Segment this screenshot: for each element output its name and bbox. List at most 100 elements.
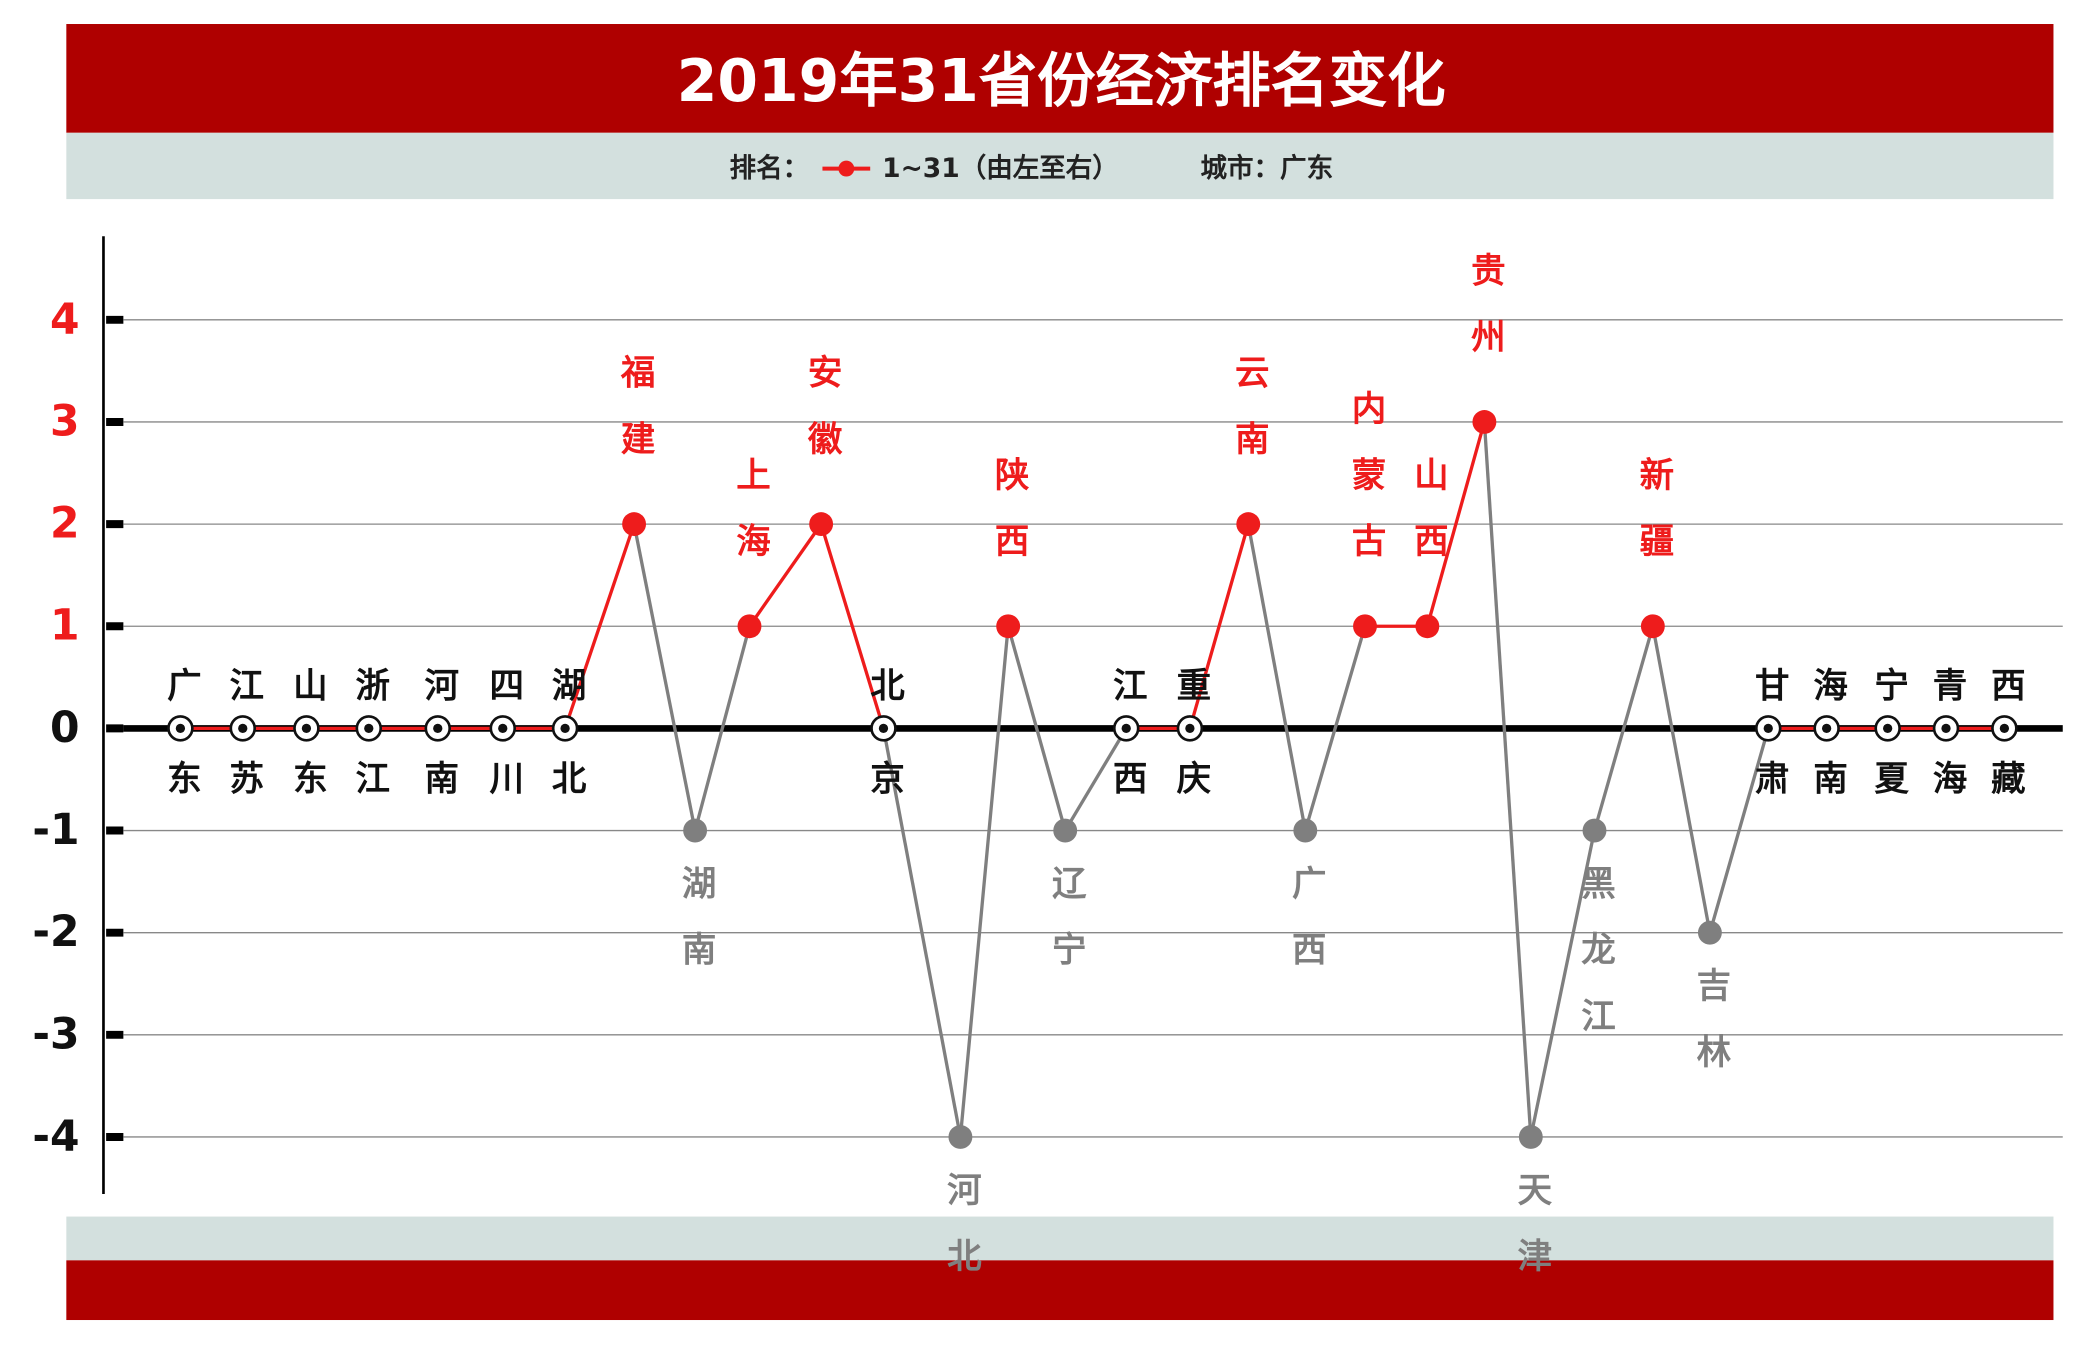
y-tick-label: 0 bbox=[50, 704, 80, 753]
point bbox=[1053, 818, 1078, 843]
point-center bbox=[238, 723, 248, 734]
y-tick-label: 2 bbox=[50, 500, 80, 549]
legend-band bbox=[66, 132, 2054, 200]
point bbox=[737, 614, 762, 639]
line-segment bbox=[1592, 625, 1655, 831]
y-tick-label: -2 bbox=[32, 908, 79, 957]
point-center bbox=[301, 723, 312, 734]
point bbox=[1582, 818, 1607, 843]
line-segment bbox=[693, 625, 752, 831]
point-center bbox=[433, 723, 443, 734]
line-segment bbox=[1651, 625, 1712, 933]
category-label: 安徽 bbox=[801, 354, 843, 487]
category-label: 内蒙古 bbox=[1345, 390, 1385, 589]
point bbox=[948, 1125, 973, 1149]
category-label: 新疆 bbox=[1633, 456, 1674, 589]
line-segment bbox=[1303, 625, 1367, 832]
point bbox=[809, 512, 834, 537]
category-label: 北京 bbox=[863, 667, 904, 853]
point-center bbox=[175, 723, 186, 734]
line-segment bbox=[1006, 625, 1067, 831]
footer-band bbox=[66, 1216, 2054, 1261]
point-center bbox=[1763, 723, 1773, 734]
category-label: 云南 bbox=[1228, 354, 1268, 487]
point-center bbox=[1999, 723, 2010, 734]
point-center bbox=[878, 723, 889, 734]
point-center bbox=[560, 723, 570, 734]
point bbox=[1697, 920, 1722, 945]
category-label: 福建 bbox=[614, 354, 656, 487]
subtitle: 城市：广东 bbox=[1201, 153, 1334, 184]
point-center bbox=[364, 723, 374, 734]
point bbox=[683, 818, 708, 843]
category-label: 四川 bbox=[483, 667, 524, 853]
category-label: 广西 bbox=[1285, 865, 1326, 998]
point-center bbox=[1941, 723, 1951, 734]
line-segment bbox=[1425, 421, 1486, 627]
category-label: 宁夏 bbox=[1868, 667, 1909, 853]
category-label: 浙江 bbox=[349, 667, 390, 853]
category-label: 黑龙江 bbox=[1574, 865, 1615, 1064]
category-label: 青海 bbox=[1926, 667, 1967, 853]
title-band bbox=[66, 24, 2054, 133]
category-label: 广东 bbox=[160, 667, 201, 853]
y-tick-label: 4 bbox=[50, 295, 80, 344]
line-segment bbox=[748, 523, 823, 628]
category-label: 贵州 bbox=[1464, 252, 1505, 385]
y-tick-label: -1 bbox=[32, 806, 79, 855]
point-center bbox=[1185, 723, 1195, 734]
y-tick-label: -4 bbox=[32, 1112, 79, 1161]
line-segment bbox=[1246, 523, 1307, 831]
y-tick-label: 3 bbox=[50, 397, 80, 446]
chart-title: 2019年31省份经济排名变化 bbox=[677, 47, 1446, 115]
category-label: 甘肃 bbox=[1748, 667, 1789, 853]
category-label: 湖南 bbox=[675, 865, 716, 998]
point bbox=[1293, 818, 1318, 843]
category-label: 陕西 bbox=[988, 456, 1028, 589]
category-label: 山东 bbox=[286, 667, 326, 853]
point bbox=[1236, 512, 1261, 537]
category-label: 辽宁 bbox=[1045, 865, 1086, 998]
point-center bbox=[498, 723, 508, 734]
category-label: 海南 bbox=[1807, 667, 1848, 853]
point bbox=[622, 512, 647, 537]
line-segment bbox=[1482, 421, 1533, 1138]
legend-label: 排名： bbox=[730, 153, 810, 184]
line-segment bbox=[1188, 523, 1250, 729]
point-center bbox=[1121, 723, 1131, 734]
point bbox=[996, 614, 1021, 639]
point-center bbox=[1883, 723, 1893, 734]
category-label: 江苏 bbox=[223, 667, 264, 853]
category-label: 吉林 bbox=[1690, 967, 1731, 1100]
line-segment bbox=[881, 728, 963, 1138]
y-tick-label: -3 bbox=[32, 1010, 79, 1059]
legend-entry: 1~31（由左至右） bbox=[882, 153, 1119, 184]
legend-marker bbox=[838, 160, 855, 177]
line-segment bbox=[632, 523, 697, 831]
point bbox=[1415, 614, 1440, 639]
point bbox=[1640, 614, 1665, 639]
line-segment bbox=[1063, 727, 1128, 832]
y-tick-label: 1 bbox=[50, 602, 80, 651]
category-label: 重庆 bbox=[1170, 667, 1211, 853]
footer-band bbox=[66, 1260, 2054, 1321]
category-label: 山西 bbox=[1407, 456, 1447, 589]
line-segment bbox=[819, 523, 886, 729]
category-label: 天津 bbox=[1511, 1171, 1552, 1304]
category-label: 湖北 bbox=[545, 667, 586, 853]
category-label: 河南 bbox=[418, 667, 459, 853]
category-label: 江西 bbox=[1106, 667, 1147, 853]
line-segment bbox=[1529, 830, 1597, 1138]
point-center bbox=[1821, 723, 1832, 734]
point bbox=[1518, 1125, 1543, 1149]
category-label: 上海 bbox=[729, 456, 770, 589]
category-label: 西藏 bbox=[1984, 667, 2025, 853]
point bbox=[1353, 614, 1377, 639]
line-segment bbox=[1708, 727, 1770, 934]
point bbox=[1472, 410, 1497, 434]
category-label: 河北 bbox=[940, 1171, 981, 1304]
line-segment bbox=[958, 626, 1010, 1138]
line-segment bbox=[563, 523, 636, 729]
